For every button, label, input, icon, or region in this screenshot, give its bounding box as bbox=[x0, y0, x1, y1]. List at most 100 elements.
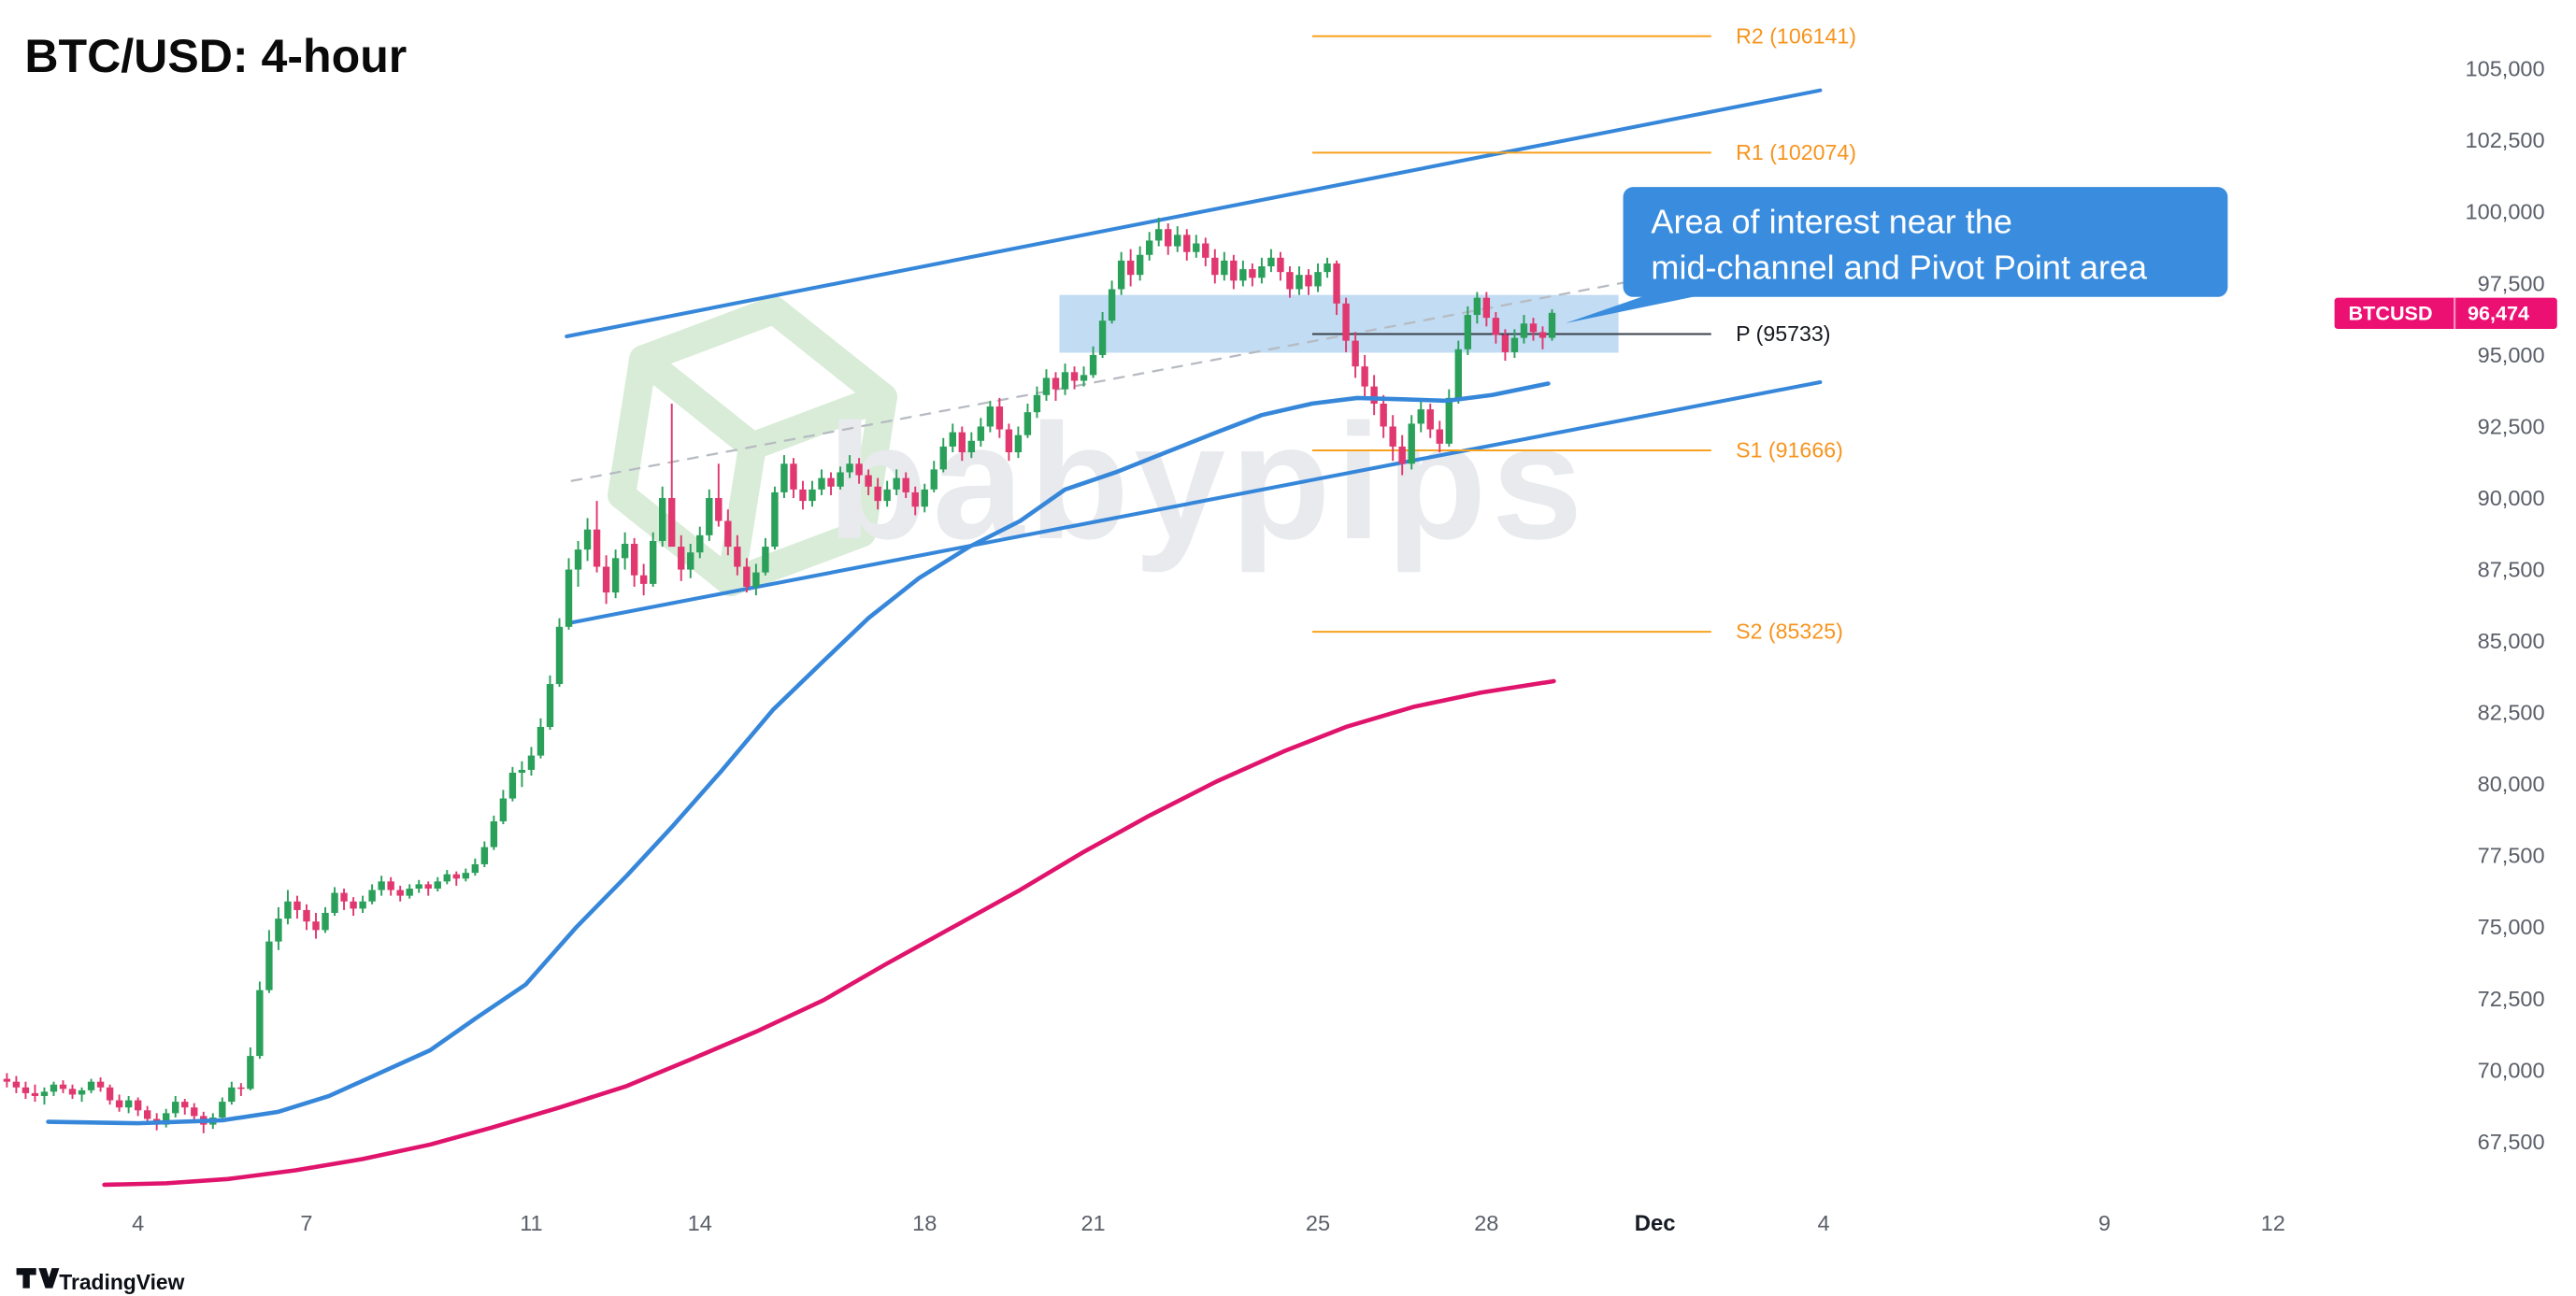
candle-body bbox=[687, 552, 694, 570]
candle-body bbox=[191, 1107, 198, 1117]
candle-body bbox=[96, 1081, 105, 1088]
candle-body bbox=[106, 1087, 114, 1101]
candle-body bbox=[771, 491, 779, 548]
candle-body bbox=[1202, 243, 1209, 258]
candle-body bbox=[1211, 257, 1219, 276]
x-axis-label: 25 bbox=[1306, 1211, 1330, 1235]
candle-body bbox=[1305, 275, 1312, 287]
candle-body bbox=[1492, 318, 1500, 335]
candle-body bbox=[68, 1089, 77, 1095]
callout-text-line2: mid-channel and Pivot Point area bbox=[1651, 248, 2148, 286]
candle-body bbox=[1314, 272, 1322, 287]
candle-body bbox=[303, 909, 310, 922]
candle-body bbox=[630, 544, 638, 576]
y-axis-label: 85,000 bbox=[2478, 629, 2545, 653]
callout-text-line1: Area of interest near the bbox=[1651, 202, 2011, 240]
candle-body bbox=[424, 884, 432, 889]
candle-body bbox=[1380, 403, 1387, 427]
x-axis-label: 12 bbox=[2261, 1211, 2285, 1235]
tradingview-attribution[interactable]: TradingView bbox=[16, 1268, 185, 1294]
candle-body bbox=[1324, 263, 1331, 273]
candle-body bbox=[275, 919, 282, 942]
candle-body bbox=[1464, 315, 1472, 349]
candle-body bbox=[1445, 397, 1453, 444]
candle-body bbox=[1165, 229, 1172, 247]
candle-body bbox=[949, 432, 956, 447]
candle-body bbox=[434, 881, 441, 889]
candle-body bbox=[734, 547, 741, 567]
y-axis-label: 70,000 bbox=[2478, 1058, 2545, 1082]
candle-body bbox=[59, 1084, 67, 1089]
candle-body bbox=[668, 498, 676, 548]
candle-body bbox=[228, 1087, 236, 1103]
candle-body bbox=[143, 1110, 151, 1119]
candle-body bbox=[87, 1081, 95, 1090]
candle-body bbox=[350, 901, 357, 909]
candle-body bbox=[340, 892, 348, 902]
candle-body bbox=[1333, 263, 1340, 304]
candle-body bbox=[1098, 320, 1107, 355]
candle-body bbox=[387, 881, 394, 890]
candle-body bbox=[1042, 377, 1051, 395]
candle-body bbox=[639, 575, 648, 584]
candle-body bbox=[181, 1102, 189, 1108]
candle-body bbox=[911, 491, 919, 507]
candle-body bbox=[3, 1078, 11, 1082]
candle-body bbox=[659, 498, 666, 541]
candle-body bbox=[1117, 260, 1125, 290]
y-axis-label: 72,500 bbox=[2478, 987, 2545, 1011]
candle-body bbox=[1352, 340, 1359, 367]
candle-body bbox=[1510, 337, 1519, 352]
candle-body bbox=[1482, 297, 1491, 319]
last-price-tag: BTCUSD 96,474 bbox=[2334, 297, 2557, 330]
candle-body bbox=[1230, 260, 1238, 281]
candle-body bbox=[480, 847, 489, 864]
candle-body bbox=[1398, 446, 1406, 464]
page-title: BTC/USD: 4-hour bbox=[24, 30, 407, 82]
candle-body bbox=[724, 520, 732, 548]
candle-body bbox=[621, 544, 629, 559]
annotation-callout: Area of interest near the mid-channel an… bbox=[1566, 187, 2228, 323]
candle-body bbox=[715, 498, 723, 521]
candle-body bbox=[1436, 429, 1443, 444]
y-axis-label: 80,000 bbox=[2478, 772, 2545, 796]
candle-body bbox=[995, 406, 1004, 430]
candle-body bbox=[172, 1102, 179, 1114]
price-tag-price: 96,474 bbox=[2468, 301, 2529, 324]
candle-body bbox=[443, 874, 451, 882]
candle-body bbox=[518, 769, 526, 773]
x-axis-label: Dec bbox=[1635, 1211, 1676, 1236]
callout-bubble bbox=[1623, 187, 2228, 297]
candle-body bbox=[762, 547, 769, 573]
candle-body bbox=[265, 941, 273, 990]
candle-body bbox=[452, 874, 460, 879]
candle-body bbox=[293, 901, 301, 910]
y-axis-label: 87,500 bbox=[2478, 557, 2545, 581]
pivot-label-s1: S1 (91666) bbox=[1736, 438, 1843, 463]
price-tag-divider bbox=[2454, 297, 2456, 330]
y-axis-label: 92,500 bbox=[2478, 414, 2545, 438]
upper-channel-line bbox=[565, 88, 1823, 339]
candle-body bbox=[583, 529, 592, 550]
candle-body bbox=[1286, 272, 1294, 290]
candle-body bbox=[902, 477, 909, 492]
candle-body bbox=[396, 890, 404, 896]
candle-body bbox=[1052, 377, 1060, 390]
candle-body bbox=[790, 463, 797, 490]
candle-body bbox=[1080, 375, 1088, 381]
candle-body bbox=[1370, 386, 1378, 404]
candle-body bbox=[1221, 260, 1228, 276]
candle-body bbox=[1108, 289, 1116, 321]
candle-body bbox=[1538, 332, 1547, 338]
pivot-label-r2: R2 (106141) bbox=[1736, 23, 1856, 48]
candle-body bbox=[256, 990, 264, 1057]
candle-body bbox=[1089, 354, 1097, 376]
candle-body bbox=[837, 472, 844, 487]
x-axis-label: 11 bbox=[520, 1211, 542, 1235]
candle-body bbox=[1277, 257, 1284, 273]
candle-body bbox=[1249, 269, 1256, 278]
candle-body bbox=[1005, 429, 1013, 453]
candle-body bbox=[1426, 409, 1434, 430]
candle-body bbox=[565, 569, 573, 627]
